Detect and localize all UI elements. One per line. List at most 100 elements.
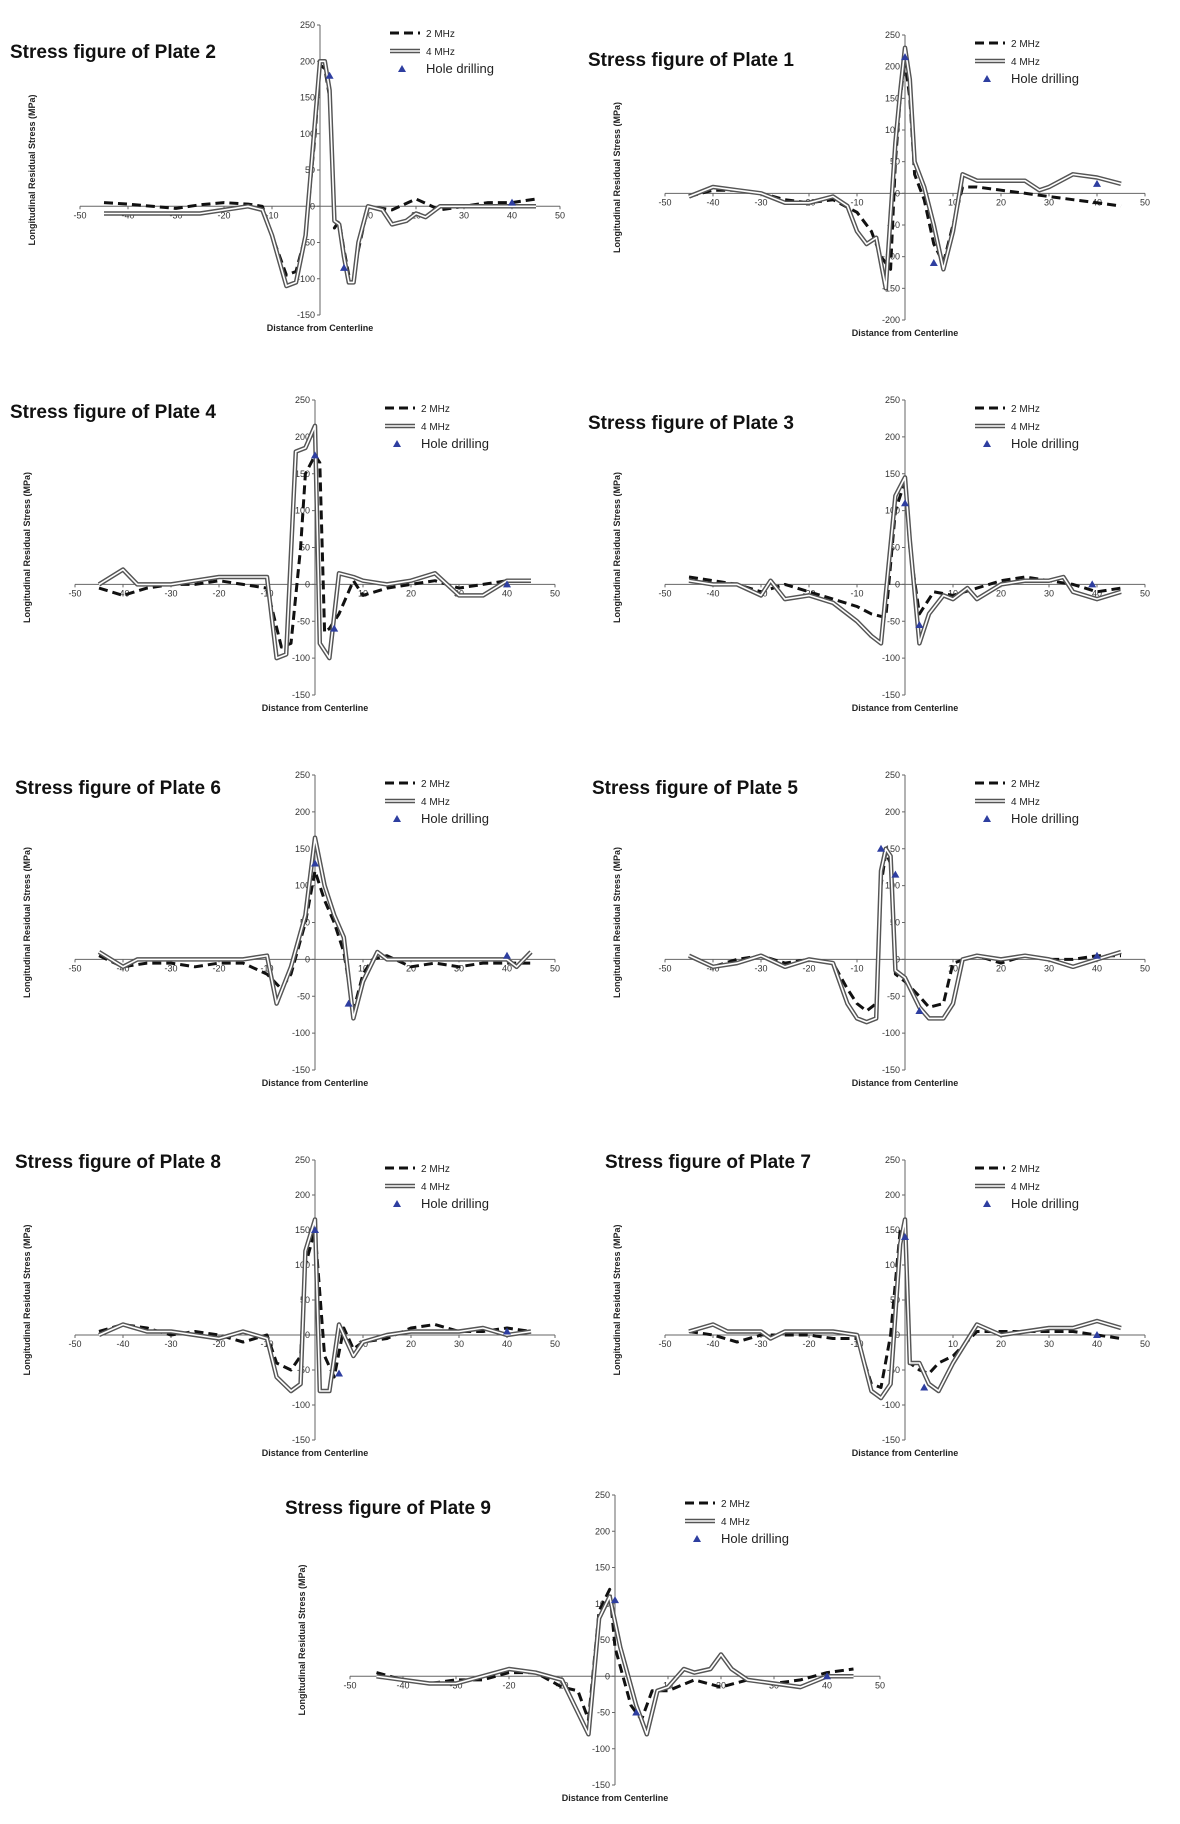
legend-label: 4 MHz — [426, 47, 455, 58]
x-tick-label: -50 — [73, 210, 86, 220]
x-tick-label: 40 — [1092, 588, 1102, 598]
hole-drilling-marker — [901, 1233, 909, 1240]
chart-title: Stress figure of Plate 1 — [588, 50, 794, 71]
y-tick-label: -100 — [297, 274, 315, 284]
x-tick-label: -10 — [850, 963, 863, 973]
y-tick-label: 150 — [595, 1563, 610, 1573]
x-tick-label: 50 — [1140, 588, 1150, 598]
x-tick-label: -50 — [658, 1339, 671, 1349]
legend-label: 2 MHz — [1011, 404, 1040, 415]
legend-swatch-hole-drilling — [693, 1535, 701, 1542]
x-tick-label: -50 — [343, 1680, 356, 1690]
x-tick-label: 30 — [454, 963, 464, 973]
y-axis-label: Longitudinal Residual Stress (MPa) — [22, 847, 32, 998]
x-tick-label: 20 — [996, 588, 1006, 598]
x-tick-label: -30 — [164, 588, 177, 598]
y-tick-label: 50 — [300, 543, 310, 553]
y-tick-label: -200 — [882, 315, 900, 325]
y-tick-label: 250 — [295, 1155, 310, 1165]
chart-title: Stress figure of Plate 2 — [10, 42, 216, 63]
legend-label: 2 MHz — [1011, 39, 1040, 50]
legend-label: 2 MHz — [721, 1499, 750, 1510]
y-tick-label: -50 — [887, 991, 900, 1001]
legend-swatch-hole-drilling — [398, 65, 406, 72]
hole-drilling-marker — [325, 71, 334, 79]
hole-drilling-marker — [920, 1383, 929, 1391]
y-tick-label: -150 — [882, 1065, 900, 1075]
hole-drilling-marker — [344, 999, 353, 1007]
chart-title: Stress figure of Plate 4 — [10, 402, 216, 423]
y-tick-label: 100 — [295, 1260, 310, 1270]
y-tick-label: 200 — [885, 62, 900, 72]
x-axis-label: Distance from Centerline — [852, 1078, 959, 1088]
legend-label: Hole drilling — [421, 436, 489, 451]
series-line-4mhz-inner — [376, 1595, 854, 1736]
x-tick-label: -30 — [754, 1339, 767, 1349]
chart-panel-plate-1: Stress figure of Plate 1 -200 -150 -100 -50 0… — [588, 20, 1180, 382]
x-tick-label: 50 — [875, 1680, 885, 1690]
hole-drilling-marker — [330, 624, 339, 632]
x-tick-label: -50 — [68, 588, 81, 598]
hole-drilling-marker — [1088, 580, 1097, 588]
chart-title: Stress figure of Plate 5 — [592, 778, 798, 799]
y-axis-label: Longitudinal Residual Stress (MPa) — [612, 472, 622, 623]
y-tick-label: -100 — [292, 1400, 310, 1410]
x-tick-label: -50 — [658, 197, 671, 207]
y-tick-label: 150 — [300, 93, 315, 103]
hole-drilling-marker — [1093, 1331, 1101, 1338]
x-tick-label: 30 — [1044, 1339, 1054, 1349]
x-tick-label: 40 — [502, 588, 512, 598]
x-tick-label: -50 — [68, 963, 81, 973]
series-line-4mhz-inner — [104, 60, 536, 287]
y-tick-label: 0 — [605, 1671, 610, 1681]
y-tick-label: 150 — [885, 1225, 900, 1235]
x-tick-label: 20 — [716, 1680, 726, 1690]
x-tick-label: -20 — [802, 963, 815, 973]
x-tick-label: -10 — [265, 210, 278, 220]
x-tick-label: -50 — [68, 1339, 81, 1349]
y-tick-label: -100 — [292, 653, 310, 663]
hole-drilling-marker — [508, 198, 516, 206]
y-tick-label: 0 — [895, 954, 900, 964]
chart-panel-plate-2: Stress figure of Plate 2 -150 -100 -50 0 50 10… — [0, 0, 585, 380]
y-axis-label: Longitudinal Residual Stress (MPa) — [27, 94, 37, 245]
y-axis-label: Longitudinal Residual Stress (MPa) — [612, 1224, 622, 1375]
x-tick-label: -20 — [212, 1339, 225, 1349]
chart-title: Stress figure of Plate 9 — [285, 1498, 491, 1519]
legend-swatch-hole-drilling — [393, 440, 401, 447]
y-tick-label: -100 — [292, 1028, 310, 1038]
x-axis-label: Distance from Centerline — [267, 323, 374, 333]
legend-label: 4 MHz — [1011, 422, 1040, 433]
series-line-4mhz-inner — [98, 1218, 532, 1392]
y-tick-label: 200 — [885, 807, 900, 817]
legend-swatch-hole-drilling — [983, 440, 991, 447]
y-tick-label: 0 — [895, 188, 900, 198]
x-tick-label: -30 — [754, 197, 767, 207]
x-tick-label: 30 — [459, 210, 469, 220]
x-axis-label: Distance from Centerline — [562, 1793, 669, 1803]
legend-label: 2 MHz — [421, 404, 450, 415]
x-tick-label: -20 — [502, 1680, 515, 1690]
y-tick-label: -50 — [297, 991, 310, 1001]
x-tick-label: -50 — [658, 588, 671, 598]
legend-label: Hole drilling — [421, 1196, 489, 1211]
y-tick-label: -50 — [597, 1708, 610, 1718]
legend-label: 2 MHz — [1011, 1164, 1040, 1175]
y-tick-label: 250 — [885, 1155, 900, 1165]
y-tick-label: -50 — [297, 1365, 310, 1375]
x-tick-label: -10 — [850, 197, 863, 207]
x-tick-label: 40 — [1092, 1339, 1102, 1349]
y-tick-label: 250 — [885, 30, 900, 40]
x-axis-label: Distance from Centerline — [262, 703, 369, 713]
y-tick-label: 50 — [890, 543, 900, 553]
legend-label: 2 MHz — [426, 29, 455, 40]
hole-drilling-marker — [311, 1226, 319, 1233]
x-tick-label: -40 — [396, 1680, 409, 1690]
y-axis-label: Longitudinal Residual Stress (MPa) — [22, 1224, 32, 1375]
chart-panel-plate-6: Stress figure of Plate 6 -150 -100 -50 0 50 10… — [0, 760, 585, 1135]
y-tick-label: -100 — [882, 1400, 900, 1410]
